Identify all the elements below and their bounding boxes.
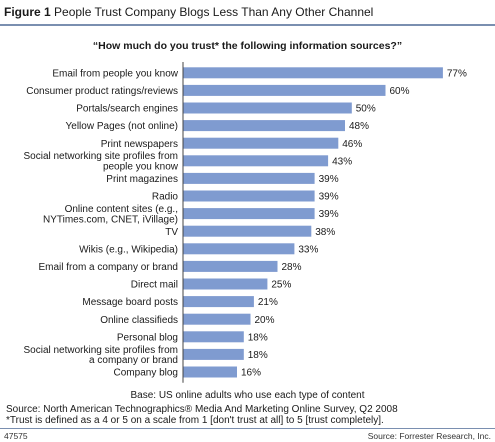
category-label: Online classifieds	[100, 315, 178, 326]
category-label: Direct mail	[131, 280, 178, 291]
category-label: Yellow Pages (not online)	[66, 121, 178, 132]
base-note: Base: US online adults who use each type…	[130, 390, 365, 401]
data-label: 21%	[258, 297, 278, 308]
data-label: 39%	[319, 174, 339, 185]
bottom-rule	[0, 428, 495, 429]
data-label: 16%	[241, 368, 261, 379]
figure-title: Figure 1 People Trust Company Blogs Less…	[4, 5, 373, 19]
bar	[183, 225, 312, 237]
chart-title: “How much do you trust* the following in…	[92, 40, 403, 52]
bar	[183, 190, 315, 202]
category-label: Print newspapers	[101, 139, 178, 150]
data-label: 43%	[332, 156, 352, 167]
data-label: 39%	[319, 192, 339, 203]
category-label: Personal blog	[117, 332, 178, 343]
data-label: 25%	[271, 280, 291, 291]
category-label: Online content sites (e.g., NYTimes.com, …	[43, 204, 178, 225]
data-label: 20%	[255, 315, 275, 326]
category-label: Social networking site profiles from peop…	[23, 151, 178, 172]
figure-label: Figure 1	[4, 5, 51, 19]
bar	[183, 155, 329, 167]
category-label: Print magazines	[106, 174, 178, 185]
data-label: 18%	[248, 350, 268, 361]
data-label: 28%	[282, 262, 302, 273]
bar	[183, 67, 443, 79]
top-rule	[0, 24, 495, 26]
source-note: Source: North American Technographics® M…	[6, 404, 398, 415]
bar	[183, 313, 251, 325]
data-label: 33%	[298, 244, 318, 255]
bar	[183, 331, 244, 343]
figure-id: 47575	[4, 431, 28, 441]
category-label: Social networking site profiles from a co…	[23, 345, 178, 366]
credit: Source: Forrester Research, Inc.	[367, 431, 491, 441]
category-label: Email from a company or brand	[38, 262, 178, 273]
bar	[183, 172, 315, 184]
figure-title-text: People Trust Company Blogs Less Than Any…	[54, 5, 374, 19]
bar	[183, 260, 278, 272]
category-label: Wikis (e.g., Wikipedia)	[79, 244, 178, 255]
data-label: 50%	[356, 104, 376, 115]
bar	[183, 366, 237, 378]
data-label: 46%	[342, 139, 362, 150]
bar	[183, 137, 339, 149]
data-label: 48%	[349, 121, 369, 132]
category-label: Radio	[152, 192, 179, 203]
bar	[183, 84, 386, 96]
bar	[183, 278, 268, 290]
data-label: 60%	[390, 86, 410, 97]
bar	[183, 296, 254, 308]
bar	[183, 208, 315, 220]
data-label: 18%	[248, 332, 268, 343]
bar	[183, 348, 244, 360]
category-label: Email from people you know	[52, 68, 178, 79]
bar	[183, 243, 295, 255]
trust-definition-note: *Trust is defined as a 4 or 5 on a scale…	[6, 415, 384, 426]
category-label: Company blog	[114, 368, 178, 379]
bar	[183, 120, 345, 132]
bar	[183, 102, 352, 114]
data-label: 38%	[315, 227, 335, 238]
category-label: Message board posts	[82, 297, 178, 308]
data-label: 39%	[319, 209, 339, 220]
category-label: Consumer product ratings/reviews	[26, 86, 178, 97]
data-label: 77%	[447, 68, 467, 79]
category-label: Portals/search engines	[76, 104, 178, 115]
bar-chart: 77% Email from people you know 60% Consumer…	[23, 62, 467, 383]
category-label: TV	[165, 227, 178, 238]
